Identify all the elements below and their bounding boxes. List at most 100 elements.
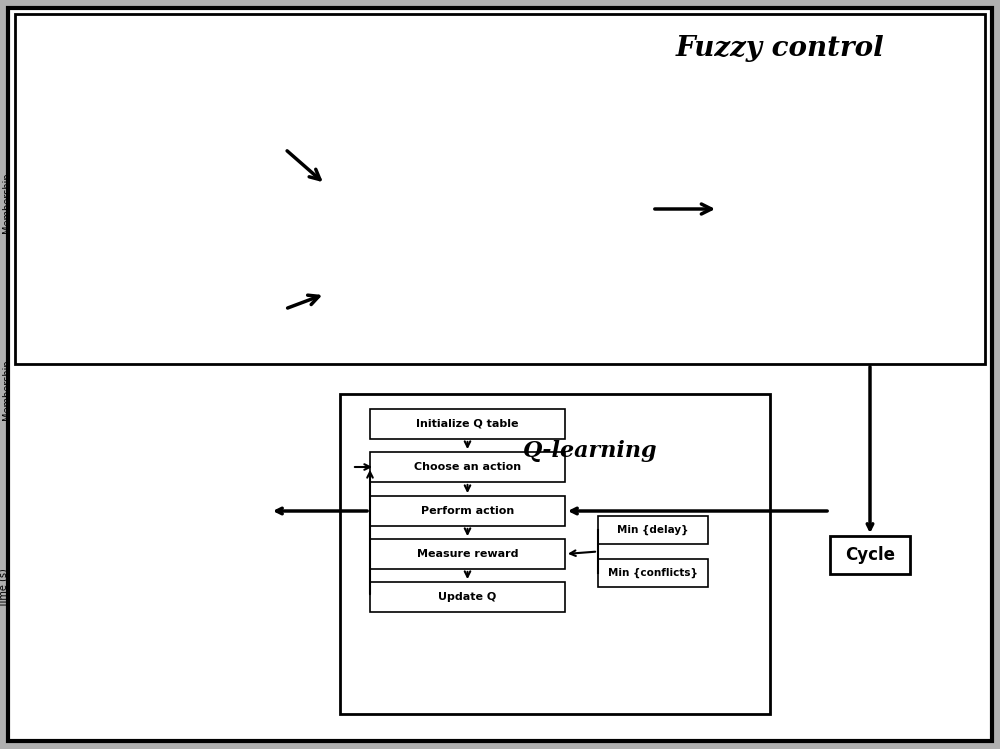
FancyBboxPatch shape: [370, 496, 565, 526]
S: [872, 330, 884, 339]
PB: [57, 450, 69, 459]
Text: Perform action: Perform action: [421, 506, 514, 516]
ZO: [218, 450, 230, 459]
FancyBboxPatch shape: [370, 582, 565, 612]
X-axis label: RS: RS: [148, 324, 162, 334]
PS: [135, 450, 147, 459]
ZO: [57, 291, 69, 300]
PS: [57, 291, 69, 300]
NS: [136, 422, 148, 431]
NB: [34, 332, 46, 341]
FancyBboxPatch shape: [598, 559, 708, 587]
PB: [127, 450, 139, 459]
PS: [192, 362, 204, 371]
PB: [135, 450, 147, 459]
NB: [57, 380, 69, 389]
NS: [127, 227, 139, 236]
NS: [57, 401, 69, 410]
M: [815, 190, 827, 199]
NB: [92, 291, 104, 300]
ZO: [218, 291, 230, 300]
NS: [92, 332, 104, 341]
Text: Min {conflicts}: Min {conflicts}: [608, 568, 698, 578]
PB: [264, 332, 276, 341]
Y-axis label: Membership: Membership: [681, 217, 691, 277]
S: [829, 330, 841, 339]
PS: [192, 164, 204, 173]
ZO: [149, 332, 161, 341]
NB: [34, 121, 46, 130]
PB: [213, 271, 225, 280]
ZO: [57, 450, 69, 459]
S: [894, 330, 906, 339]
PS: [214, 142, 226, 151]
Bar: [15, 14, 985, 364]
PS: [214, 346, 226, 355]
Line: PB: PB: [40, 336, 270, 455]
ZO: [264, 291, 276, 300]
PB: [57, 291, 69, 300]
NB: [214, 291, 226, 300]
NB: [92, 450, 104, 459]
Text: Choose an action: Choose an action: [414, 462, 521, 472]
S: [815, 311, 827, 320]
Line: PS: PS: [40, 336, 270, 455]
S: [807, 300, 819, 309]
Y-axis label: Membership: Membership: [2, 360, 12, 419]
PB: [217, 428, 229, 437]
X-axis label: RR: RR: [147, 481, 163, 491]
NS: [34, 291, 46, 300]
NB: [136, 291, 148, 300]
ZO: [192, 420, 204, 429]
PB: [135, 291, 147, 300]
PB: [213, 436, 225, 445]
Text: Initialize Q table: Initialize Q table: [416, 419, 519, 429]
NB: [57, 191, 69, 200]
Legend: S, M, L: S, M, L: [919, 162, 946, 201]
Line: NB: NB: [40, 336, 270, 455]
M: [898, 266, 910, 275]
NS: [127, 405, 139, 414]
FancyBboxPatch shape: [830, 536, 910, 574]
PS: [218, 154, 230, 163]
L: [897, 235, 909, 244]
S: [898, 330, 910, 339]
S: [714, 172, 726, 181]
Y-axis label: RR: RR: [350, 415, 362, 424]
PS: [127, 291, 139, 300]
S: [737, 204, 749, 213]
L: [807, 330, 819, 339]
Text: Fuzzy control: Fuzzy control: [676, 35, 884, 62]
Line: NS: NS: [40, 336, 270, 455]
FancyBboxPatch shape: [370, 452, 565, 482]
Line: NB: NB: [40, 125, 270, 296]
FancyBboxPatch shape: [598, 516, 708, 544]
ZO: [264, 450, 276, 459]
ZO: [149, 121, 161, 130]
PS: [264, 291, 276, 300]
L: [714, 330, 726, 339]
NB: [264, 291, 276, 300]
ZO: [34, 450, 46, 459]
S: [944, 330, 956, 339]
PB: [127, 291, 139, 300]
Line: ZO: ZO: [40, 336, 270, 455]
Line: M: M: [720, 176, 950, 334]
ZO: [34, 291, 46, 300]
Line: PS: PS: [40, 126, 270, 296]
Text: Update Q: Update Q: [438, 592, 497, 602]
FancyBboxPatch shape: [370, 539, 565, 569]
NB: [192, 450, 204, 459]
PS: [57, 450, 69, 459]
PS: [264, 450, 276, 459]
Text: Cycle: Cycle: [845, 546, 895, 564]
PS: [34, 450, 46, 459]
L: [944, 172, 956, 181]
NS: [218, 450, 230, 459]
Line: NS: NS: [40, 126, 270, 296]
M: [872, 231, 884, 240]
ZO: [214, 450, 226, 459]
L: [815, 330, 827, 339]
PB: [264, 121, 276, 130]
ZO: [135, 162, 147, 171]
